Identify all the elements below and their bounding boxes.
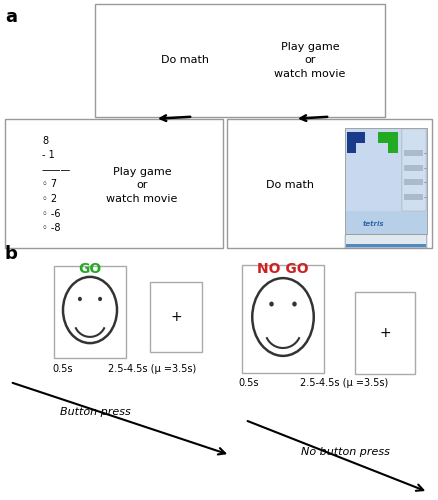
Bar (345, 236, 427, 248)
Text: Do math: Do math (266, 180, 314, 190)
Bar (347, 132, 365, 142)
Text: 2.5-4.5s (μ =3.5s): 2.5-4.5s (μ =3.5s) (108, 364, 196, 374)
Ellipse shape (269, 302, 274, 306)
Text: tetris: tetris (362, 221, 384, 227)
Bar (346, 238, 426, 240)
Bar (404, 164, 423, 171)
Ellipse shape (292, 302, 297, 306)
Text: ◦ 7: ◦ 7 (42, 180, 57, 190)
Bar (402, 129, 426, 212)
Text: GO: GO (78, 262, 102, 276)
Bar (404, 194, 423, 200)
Ellipse shape (98, 297, 102, 301)
Bar (54, 266, 126, 358)
Text: No button press: No button press (300, 447, 389, 457)
Text: +: + (170, 310, 182, 324)
Text: Button press: Button press (60, 407, 131, 417)
Text: 0.5s: 0.5s (52, 364, 73, 374)
Text: ◦ -6: ◦ -6 (42, 208, 60, 218)
Text: Do math: Do math (161, 56, 209, 66)
Text: 8: 8 (42, 136, 48, 145)
Bar (150, 282, 202, 352)
Bar (227, 118, 432, 248)
Ellipse shape (78, 297, 82, 301)
Text: Play game
or
watch movie: Play game or watch movie (106, 167, 178, 203)
Bar (346, 235, 426, 238)
Bar (378, 132, 398, 142)
Text: 0.5s: 0.5s (238, 378, 258, 388)
Bar (345, 128, 427, 234)
Bar (347, 142, 356, 153)
Text: 2.5-4.5s (μ =3.5s): 2.5-4.5s (μ =3.5s) (300, 378, 388, 388)
Text: Play game
or
watch movie: Play game or watch movie (274, 42, 346, 78)
Text: a: a (5, 8, 17, 26)
Bar (346, 241, 426, 244)
Text: NO GO: NO GO (257, 262, 309, 276)
Bar (346, 244, 426, 247)
Bar (355, 292, 415, 374)
Bar (5, 118, 223, 248)
Ellipse shape (63, 277, 117, 343)
Bar (242, 265, 324, 373)
Bar (95, 4, 385, 116)
Text: ———: ——— (42, 165, 71, 175)
Bar (404, 179, 423, 186)
Text: ◦ -8: ◦ -8 (42, 223, 60, 233)
Bar (404, 150, 423, 156)
Bar (346, 129, 401, 212)
Text: b: b (5, 245, 18, 263)
Text: ◦ 2: ◦ 2 (42, 194, 57, 204)
Bar (388, 142, 398, 153)
Ellipse shape (252, 278, 314, 356)
Text: - 1: - 1 (42, 150, 55, 160)
Text: +: + (379, 326, 391, 340)
